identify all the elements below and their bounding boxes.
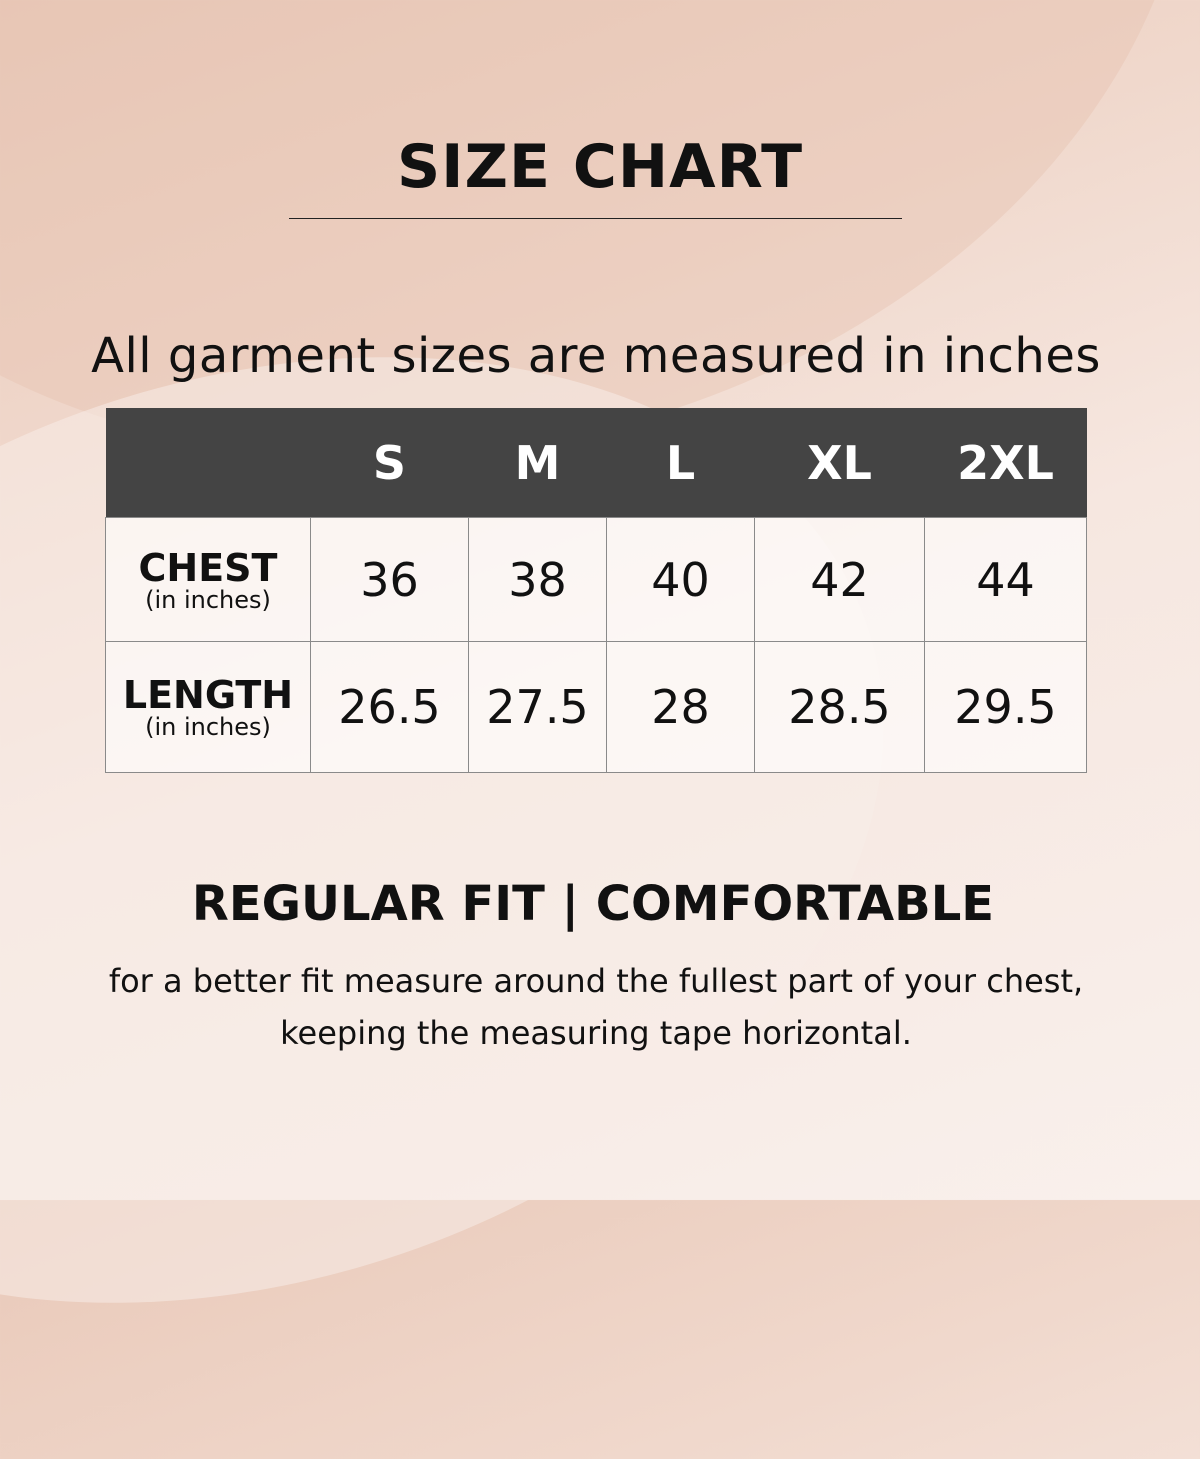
header-size-m: M xyxy=(468,408,607,518)
note-line: keeping the measuring tape horizontal. xyxy=(280,1014,912,1052)
subtitle: All garment sizes are measured in inches xyxy=(91,328,1101,384)
table-cell: 40 xyxy=(606,517,755,642)
table-row-chest: CHEST (in inches) 36 38 40 42 44 xyxy=(105,517,1087,642)
table-cell: 36 xyxy=(310,517,469,642)
fit-heading: REGULAR FIT | COMFORTABLE xyxy=(191,876,995,932)
header-size-2xl: 2XL xyxy=(924,408,1087,518)
row-unit: (in inches) xyxy=(145,713,271,741)
row-unit: (in inches) xyxy=(145,585,271,614)
row-label-cell: CHEST (in inches) xyxy=(105,517,311,642)
table-header-row: S M L XL 2XL xyxy=(105,408,1087,518)
row-label: CHEST xyxy=(138,545,278,590)
header-size-l: L xyxy=(606,408,755,518)
size-table: S M L XL 2XL CHEST (in inches) 36 38 40 4… xyxy=(105,408,1087,773)
table-cell: 29.5 xyxy=(924,641,1087,773)
background-wave xyxy=(0,201,1008,1459)
title-divider xyxy=(289,218,902,219)
table-row-length: LENGTH (in inches) 26.5 27.5 28 28.5 29.5 xyxy=(105,641,1087,773)
table-cell: 38 xyxy=(468,517,607,642)
table-cell: 28 xyxy=(606,641,755,773)
measure-note: for a better fit measure around the full… xyxy=(0,955,1192,1059)
page-title: SIZE CHART xyxy=(396,132,804,202)
table-cell: 27.5 xyxy=(468,641,607,773)
table-cell: 44 xyxy=(924,517,1087,642)
table-cell: 28.5 xyxy=(754,641,925,773)
table-cell: 42 xyxy=(754,517,925,642)
header-size-xl: XL xyxy=(754,408,925,518)
row-label-cell: LENGTH (in inches) xyxy=(105,641,311,773)
header-size-s: S xyxy=(310,408,469,518)
row-label: LENGTH xyxy=(122,673,294,717)
table-cell: 26.5 xyxy=(310,641,469,773)
note-line: for a better fit measure around the full… xyxy=(108,962,1084,1000)
header-empty xyxy=(105,408,311,518)
